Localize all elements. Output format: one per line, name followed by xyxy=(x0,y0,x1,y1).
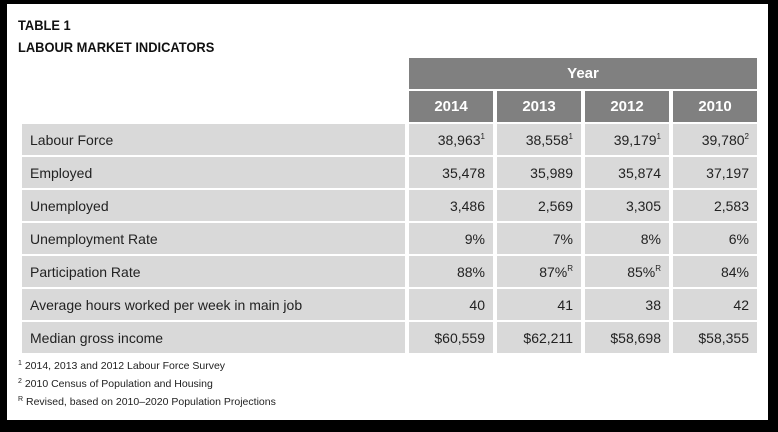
year-header: 2012 xyxy=(585,91,669,122)
footnote: 1 2014, 2013 and 2012 Labour Force Surve… xyxy=(18,360,226,372)
value-cell: 2,583 xyxy=(673,190,757,221)
value: 2,583 xyxy=(713,197,749,214)
value: 7% xyxy=(552,230,573,247)
row-label: Average hours worked per week in main jo… xyxy=(22,289,405,320)
footnote-mark: 1 xyxy=(480,131,485,141)
row-label: Participation Rate xyxy=(22,256,405,287)
value-cell: 39,7802 xyxy=(673,124,757,155)
table-row: Participation Rate 88% 87%R 85%R 84% xyxy=(22,256,757,287)
value: 9% xyxy=(464,230,485,247)
value: 35,989 xyxy=(530,164,573,181)
row-label: Unemployment Rate xyxy=(22,223,405,254)
value-cell: 88% xyxy=(409,256,493,287)
value: 8% xyxy=(640,230,661,247)
value: 3,486 xyxy=(449,197,485,214)
row-label: Unemployed xyxy=(22,190,405,221)
table-row: Median gross income $60,559 $62,211 $58,698… xyxy=(22,322,757,353)
value-cell: 41 xyxy=(497,289,581,320)
value-cell: 7% xyxy=(497,223,581,254)
footnote-mark: 1 xyxy=(568,131,573,141)
row-label: Median gross income xyxy=(22,322,405,353)
footnote: R Revised, based on 2010–2020 Population… xyxy=(18,396,276,408)
year-group-header: Year xyxy=(409,58,757,89)
value: $58,355 xyxy=(698,329,749,346)
value: 42 xyxy=(733,296,749,313)
value-cell: 38,9631 xyxy=(409,124,493,155)
value-cell: 84% xyxy=(673,256,757,287)
value: 40 xyxy=(469,296,485,313)
year-header: 2014 xyxy=(409,91,493,122)
footnote: 2 2010 Census of Population and Housing xyxy=(18,378,213,390)
table-row: Unemployment Rate 9% 7% 8% 6% xyxy=(22,223,757,254)
value: 87% xyxy=(539,263,568,280)
value: 35,874 xyxy=(618,164,661,181)
value: $60,559 xyxy=(434,329,485,346)
value: 41 xyxy=(557,296,573,313)
blank-cell xyxy=(22,91,405,122)
value-cell: 8% xyxy=(585,223,669,254)
year-header: 2013 xyxy=(497,91,581,122)
value-cell: 3,305 xyxy=(585,190,669,221)
value-cell: 38,5581 xyxy=(497,124,581,155)
value-cell: 35,478 xyxy=(409,157,493,188)
value-cell: 42 xyxy=(673,289,757,320)
value-cell: 9% xyxy=(409,223,493,254)
value-cell: $60,559 xyxy=(409,322,493,353)
value-cell: 38 xyxy=(585,289,669,320)
value-cell: 2,569 xyxy=(497,190,581,221)
footnote-mark: R xyxy=(567,263,573,273)
value: 84% xyxy=(720,263,749,280)
value-cell: $58,355 xyxy=(673,322,757,353)
value: $62,211 xyxy=(523,329,573,346)
table-title: LABOUR MARKET INDICATORS xyxy=(18,39,215,55)
table-row: Employed 35,478 35,989 35,874 37,197 xyxy=(22,157,757,188)
value-cell: $58,698 xyxy=(585,322,669,353)
value-cell: 85%R xyxy=(585,256,669,287)
value-cell: 87%R xyxy=(497,256,581,287)
footnote-mark: 1 xyxy=(656,131,661,141)
value: 85% xyxy=(627,263,656,280)
document-page: TABLE 1 LABOUR MARKET INDICATORS Year 20… xyxy=(7,4,768,420)
table-row: Unemployed 3,486 2,569 3,305 2,583 xyxy=(22,190,757,221)
value: 38 xyxy=(645,296,661,313)
value: 2,569 xyxy=(537,197,573,214)
year-header: 2010 xyxy=(673,91,757,122)
footnote-mark: R xyxy=(655,263,661,273)
value: 39,780 xyxy=(701,131,745,148)
value-cell: 35,874 xyxy=(585,157,669,188)
table-number: TABLE 1 xyxy=(18,17,71,33)
value: 38,963 xyxy=(437,131,481,148)
value-cell: $62,211 xyxy=(497,322,581,353)
value-cell: 3,486 xyxy=(409,190,493,221)
footnote-mark: 2 xyxy=(744,131,749,141)
table-row: Average hours worked per week in main jo… xyxy=(22,289,757,320)
value: 35,478 xyxy=(442,164,485,181)
row-label: Labour Force xyxy=(22,124,405,155)
value-cell: 6% xyxy=(673,223,757,254)
value: 39,179 xyxy=(613,131,657,148)
value: $58,698 xyxy=(610,329,661,346)
labour-market-table: Year 2014 2013 2012 2010 Labour Force 38,963… xyxy=(18,56,761,355)
row-label: Employed xyxy=(22,157,405,188)
value-cell: 40 xyxy=(409,289,493,320)
value: 38,558 xyxy=(525,131,569,148)
blank-cell xyxy=(22,58,405,89)
value: 6% xyxy=(728,230,749,247)
table-row: Labour Force 38,9631 38,5581 39,1791 39,7802 xyxy=(22,124,757,155)
value: 3,305 xyxy=(625,197,661,214)
value-cell: 35,989 xyxy=(497,157,581,188)
value-cell: 37,197 xyxy=(673,157,757,188)
value: 37,197 xyxy=(706,164,749,181)
value: 88% xyxy=(456,263,485,280)
value-cell: 39,1791 xyxy=(585,124,669,155)
